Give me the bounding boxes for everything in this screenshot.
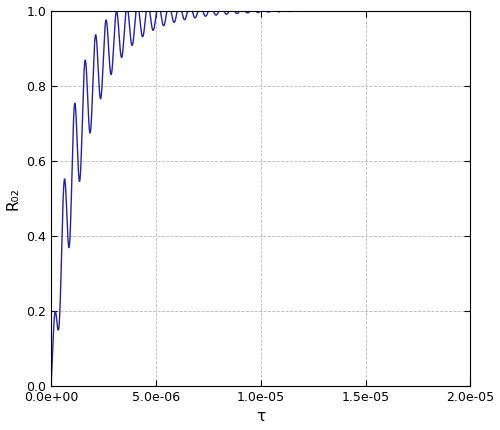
X-axis label: τ: τ xyxy=(256,409,266,424)
Y-axis label: R₀₂: R₀₂ xyxy=(6,187,20,210)
